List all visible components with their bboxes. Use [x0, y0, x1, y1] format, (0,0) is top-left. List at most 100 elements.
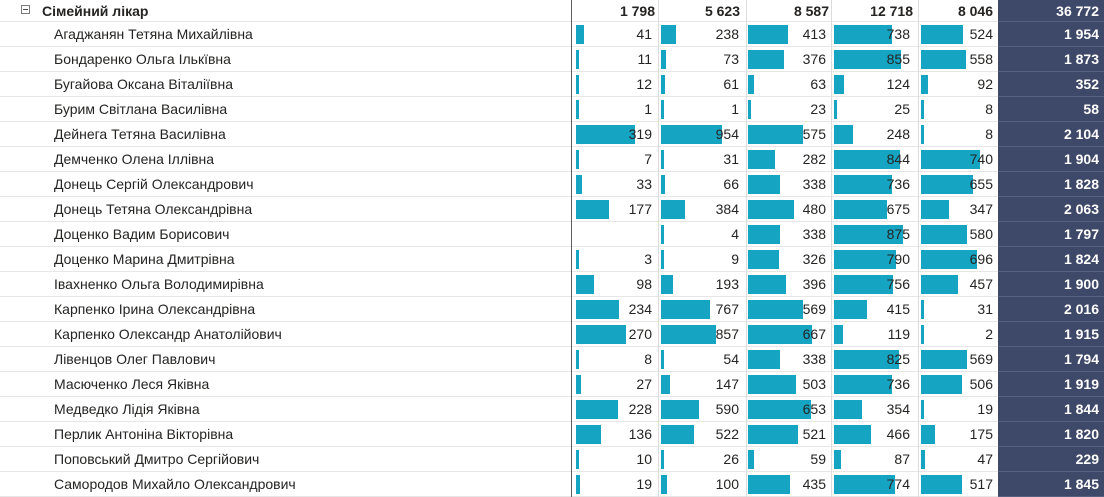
cell-value: 675 — [886, 201, 910, 217]
doctor-name: Перлик Антоніна Вікторівна — [54, 426, 234, 442]
data-bar — [576, 350, 579, 369]
data-bar — [921, 300, 924, 319]
value-cell: 54 — [661, 347, 743, 372]
table-row[interactable]: Демченко Олена Іллівна 7 31 282 844 740 1 904 — [0, 147, 1104, 172]
data-bar — [748, 300, 803, 319]
table-row[interactable]: Лівенцов Олег Павлович 8 54 338 825 569 1 794 — [0, 347, 1104, 372]
doctor-name: Карпенко Ірина Олександрівна — [54, 301, 256, 317]
data-bar — [748, 25, 788, 44]
cell-value: 27 — [636, 376, 652, 392]
value-cell: 23 — [748, 97, 830, 122]
cell-value: 480 — [802, 201, 826, 217]
value-cell: 3 — [576, 247, 656, 272]
cell-value: 11 — [637, 51, 652, 67]
doctor-name: Івахненко Ольга Володимирівна — [54, 276, 264, 292]
table-row[interactable]: Бондаренко Ольга Ількївна 11 73 376 855 558 1 … — [0, 47, 1104, 72]
value-cell: 696 — [921, 247, 997, 272]
value-cell: 580 — [921, 222, 997, 247]
value-cell: 41 — [576, 22, 656, 47]
cell-value: 25 — [894, 101, 910, 117]
cell-value: 503 — [802, 376, 826, 392]
value-cell: 338 — [748, 172, 830, 197]
cell-value: 147 — [715, 376, 739, 392]
row-separator — [998, 21, 1104, 22]
table-row[interactable]: Самородов Михайло Олександрович 19 100 435 7… — [0, 472, 1104, 497]
doctor-name: Дейнега Тетяна Василівна — [54, 126, 226, 142]
column-divider — [571, 0, 572, 497]
cell-value: 667 — [802, 326, 826, 342]
row-separator — [998, 446, 1104, 447]
value-cell: 136 — [576, 422, 656, 447]
value-cell: 59 — [748, 447, 830, 472]
data-bar — [661, 150, 664, 169]
data-bar — [748, 100, 751, 119]
collapse-minus-icon[interactable] — [21, 5, 30, 14]
cell-value: 857 — [715, 326, 739, 342]
cell-value: 23 — [810, 101, 826, 117]
value-cell: 480 — [748, 197, 830, 222]
row-total: 1 844 — [1063, 401, 1099, 417]
table-row[interactable]: Бугайова Оксана Віталіївна 12 61 63 124 92 352 — [0, 72, 1104, 97]
value-cell: 234 — [576, 297, 656, 322]
cell-value: 506 — [969, 376, 993, 392]
row-total: 1 797 — [1063, 226, 1099, 242]
data-bar — [576, 250, 579, 269]
row-separator — [998, 196, 1104, 197]
cell-value: 124 — [886, 76, 910, 92]
value-cell: 61 — [661, 72, 743, 97]
data-bar — [921, 150, 980, 169]
data-bar — [576, 125, 635, 144]
row-separator — [0, 371, 1000, 372]
value-cell: 177 — [576, 197, 656, 222]
cell-value: 3 — [644, 251, 652, 267]
value-cell: 790 — [834, 247, 914, 272]
data-bar — [661, 375, 670, 394]
cell-value: 736 — [886, 376, 910, 392]
table-row[interactable]: Донець Сергій Олександрович 33 66 338 736 655… — [0, 172, 1104, 197]
value-cell: 87 — [834, 447, 914, 472]
data-bar — [576, 300, 619, 319]
doctor-name: Доценко Марина Дмитрівна — [54, 251, 235, 267]
table-row[interactable]: Донець Тетяна Олександрівна 177 384 480 675 3… — [0, 197, 1104, 222]
table-row[interactable]: Доценко Марина Дмитрівна 3 9 326 790 696 1 824 — [0, 247, 1104, 272]
data-bar — [834, 175, 892, 194]
table-row[interactable]: Дейнега Тетяна Василівна 319 954 575 248 8 2 1… — [0, 122, 1104, 147]
value-cell — [576, 222, 656, 247]
table-row[interactable]: Поповський Дмитро Сергійович 10 26 59 87 47 22… — [0, 447, 1104, 472]
grand-total: 36 772 — [1056, 3, 1099, 19]
cell-value: 517 — [969, 476, 993, 492]
value-cell: 2 — [921, 322, 997, 347]
data-bar — [748, 75, 754, 94]
cell-value: 8 — [985, 126, 993, 142]
data-bar — [661, 75, 665, 94]
cell-value: 736 — [886, 176, 910, 192]
value-cell: 457 — [921, 272, 997, 297]
value-cell: 521 — [748, 422, 830, 447]
doctor-name: Доценко Вадим Борисович — [54, 226, 230, 242]
table-row[interactable]: Карпенко Ірина Олександрівна 234 767 569 415… — [0, 297, 1104, 322]
doctor-name: Лівенцов Олег Павлович — [54, 351, 216, 367]
data-bar — [661, 25, 676, 44]
cell-value: 457 — [969, 276, 993, 292]
data-bar — [834, 100, 837, 119]
value-cell: 27 — [576, 372, 656, 397]
data-bar — [661, 350, 664, 369]
table-row[interactable]: Івахненко Ольга Володимирівна 98 193 396 756… — [0, 272, 1104, 297]
table-row[interactable]: Карпенко Олександр Анатолійович 270 857 667… — [0, 322, 1104, 347]
value-cell: 19 — [576, 472, 656, 497]
data-bar — [661, 425, 694, 444]
table-row[interactable]: Бурим Світлана Василівна 1 1 23 25 8 58 — [0, 97, 1104, 122]
table-row[interactable]: Медведко Лідія Яківна 228 590 653 354 19 1 844 — [0, 397, 1104, 422]
table-row[interactable]: Перлик Антоніна Вікторівна 136 522 521 466 17… — [0, 422, 1104, 447]
value-cell: 98 — [576, 272, 656, 297]
data-bar — [921, 100, 924, 119]
table-row[interactable]: Агаджанян Тетяна Михайлівна 41 238 413 738 52… — [0, 22, 1104, 47]
table-row[interactable]: Масюченко Леся Яківна 27 147 503 736 506 1 919 — [0, 372, 1104, 397]
data-bar — [834, 25, 892, 44]
row-total: 2 016 — [1063, 301, 1099, 317]
value-cell: 1 — [661, 97, 743, 122]
table-row[interactable]: Доценко Вадим Борисович 4 338 875 580 1 797 — [0, 222, 1104, 247]
doctor-name: Поповський Дмитро Сергійович — [54, 451, 260, 467]
value-cell: 1 — [576, 97, 656, 122]
row-separator — [0, 171, 1000, 172]
